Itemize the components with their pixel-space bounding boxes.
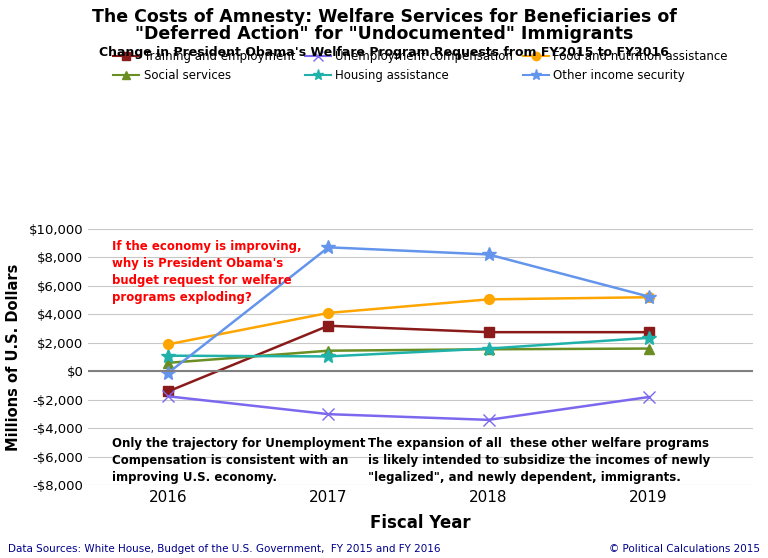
Unemployment compensation: [644, 394, 654, 401]
Housing assistance: [164, 352, 173, 359]
Line: Training and employment: Training and employment: [164, 321, 654, 396]
Other income security: [324, 244, 333, 251]
Line: Food and nutrition assistance: Food and nutrition assistance: [164, 292, 654, 349]
Training and employment: [324, 323, 333, 329]
Line: Housing assistance: Housing assistance: [161, 331, 656, 363]
Text: The Costs of Amnesty: Welfare Services for Beneficiaries of: The Costs of Amnesty: Welfare Services f…: [91, 8, 677, 26]
Unemployment compensation: [324, 411, 333, 417]
Other income security: [644, 293, 654, 300]
Text: The expansion of all  these other welfare programs
is likely intended to subsidi: The expansion of all these other welfare…: [369, 437, 710, 484]
Unemployment compensation: [164, 393, 173, 400]
Food and nutrition assistance: [644, 294, 654, 301]
Line: Other income security: Other income security: [161, 240, 656, 380]
Other income security: [164, 369, 173, 376]
Text: © Political Calculations 2015: © Political Calculations 2015: [609, 543, 760, 554]
Training and employment: [164, 388, 173, 395]
Food and nutrition assistance: [164, 341, 173, 348]
Training and employment: [484, 329, 493, 335]
Social services: [484, 346, 493, 353]
Unemployment compensation: [484, 416, 493, 423]
Text: Only the trajectory for Unemployment
Compensation is consistent with an
improvin: Only the trajectory for Unemployment Com…: [112, 437, 366, 484]
Text: Data Sources: White House, Budget of the U.S. Government,  FY 2015 and FY 2016: Data Sources: White House, Budget of the…: [8, 543, 440, 554]
Other income security: [484, 251, 493, 258]
Line: Unemployment compensation: Unemployment compensation: [162, 390, 655, 426]
Text: Change in President Obama's Welfare Program Requests from FY2015 to FY2016: Change in President Obama's Welfare Prog…: [99, 46, 669, 59]
Text: "Deferred Action" for "Undocumented" Immigrants: "Deferred Action" for "Undocumented" Imm…: [135, 25, 633, 43]
Housing assistance: [644, 334, 654, 341]
Food and nutrition assistance: [484, 296, 493, 302]
Social services: [644, 345, 654, 352]
Social services: [324, 347, 333, 354]
Housing assistance: [324, 353, 333, 360]
Food and nutrition assistance: [324, 310, 333, 316]
Legend: Training and employment, Social services, Unemployment compensation, Housing ass: Training and employment, Social services…: [113, 50, 728, 82]
Housing assistance: [484, 345, 493, 352]
X-axis label: Fiscal Year: Fiscal Year: [370, 514, 471, 532]
Social services: [164, 359, 173, 366]
Line: Social services: Social services: [164, 344, 654, 368]
Training and employment: [644, 329, 654, 335]
Text: If the economy is improving,
why is President Obama's
budget request for welfare: If the economy is improving, why is Pres…: [112, 240, 302, 304]
Y-axis label: Millions of U.S. Dollars: Millions of U.S. Dollars: [5, 263, 21, 451]
